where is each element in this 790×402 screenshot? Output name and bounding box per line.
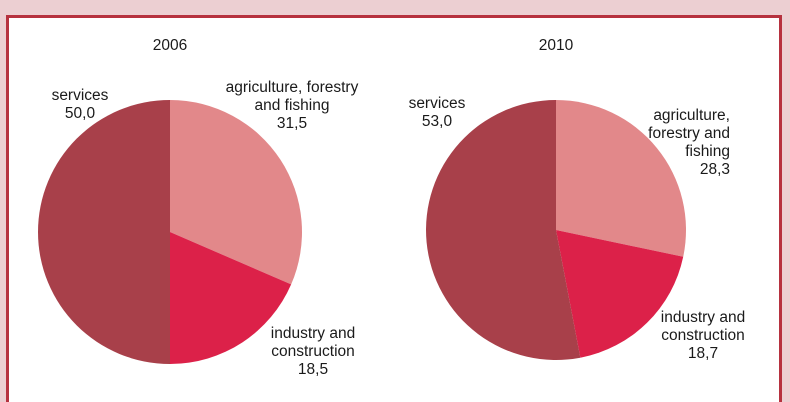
slice-value: 50,0 [65, 105, 96, 122]
pie-slice-industry-and-construction [556, 230, 684, 358]
slice-label: agriculture, forestry and fishing 28,3 [648, 107, 730, 178]
pie-slice-agriculture-forestry-and-fishing [170, 100, 302, 285]
pie-title: 2006 [153, 37, 187, 54]
slice-label-line: agriculture, forestry [226, 79, 359, 96]
slice-label: agriculture, forestry and fishing 31,5 [226, 79, 359, 132]
pie-slice-services [426, 100, 581, 360]
slice-label-line: fishing [685, 143, 730, 160]
slice-value: 31,5 [277, 115, 307, 132]
slice-value: 28,3 [700, 161, 730, 178]
pie-slice-industry-and-construction [170, 232, 292, 364]
slice-label-line: industry and [271, 325, 355, 342]
slice-label-line: services [409, 95, 466, 112]
slice-label-line: construction [271, 343, 355, 360]
slice-label: industry and construction 18,7 [661, 309, 745, 362]
slice-label-line: forestry and [648, 125, 730, 142]
slice-value: 53,0 [422, 113, 453, 130]
slice-label: industry and construction 18,5 [271, 325, 355, 378]
slice-label-line: construction [661, 327, 745, 344]
slice-label-line: and fishing [255, 97, 330, 114]
pie-chart-2010: 2010 agriculture, forestry and fishing 28,3 i… [409, 37, 746, 362]
slice-label: services 50,0 [52, 87, 109, 122]
pie-title: 2010 [539, 37, 574, 54]
pie-slice-agriculture-forestry-and-fishing [556, 100, 687, 257]
slice-label-line: agriculture, [653, 107, 730, 124]
slice-value: 18,5 [298, 361, 328, 378]
pie-slice-services [38, 100, 170, 364]
slice-label: services 53,0 [409, 95, 466, 130]
slice-label-line: industry and [661, 309, 745, 326]
slice-label-line: services [52, 87, 109, 104]
pie-chart-2006: 2006 agriculture, forestry and fishing 31,5… [38, 37, 359, 378]
slice-value: 18,7 [688, 345, 718, 362]
